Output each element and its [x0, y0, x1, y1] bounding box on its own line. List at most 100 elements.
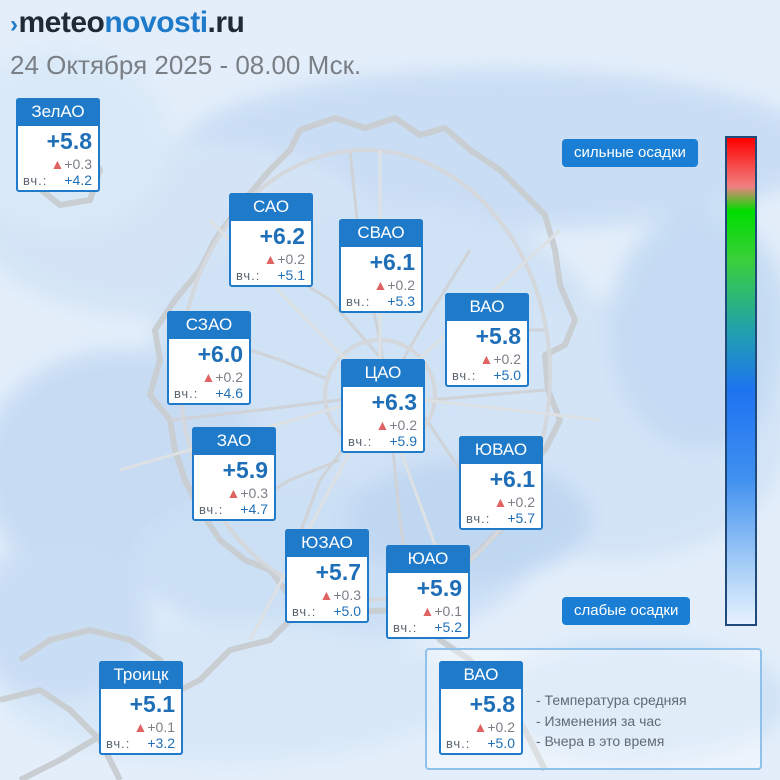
hourly-change: ▲+0.2 [264, 251, 306, 267]
hourly-change: ▲+0.1 [134, 719, 176, 735]
yesterday-value: +4.2 [64, 172, 92, 188]
up-triangle-icon: ▲ [373, 277, 388, 293]
hourly-change-value: +0.1 [434, 603, 462, 619]
district-card-yuzao[interactable]: ЮЗАО +5.7 ▲+0.3 вч.: +5.0 [285, 529, 369, 623]
hourly-change: ▲+0.2 [480, 351, 522, 367]
district-name: ЮВАО [459, 436, 543, 464]
hourly-change-value: +0.1 [147, 719, 175, 735]
district-temperature: +6.1 [489, 466, 535, 492]
hourly-change-value: +0.2 [493, 351, 521, 367]
hourly-change-value: +0.3 [64, 156, 92, 172]
district-card-svao[interactable]: СВАО +6.1 ▲+0.2 вч.: +5.3 [339, 219, 423, 313]
yesterday-label: вч.: [23, 173, 48, 188]
district-card-szao[interactable]: СЗАО +6.0 ▲+0.2 вч.: +4.6 [167, 311, 251, 405]
district-card-sao[interactable]: САО +6.2 ▲+0.2 вч.: +5.1 [229, 193, 313, 287]
yesterday-value: +3.2 [147, 735, 175, 751]
up-triangle-icon: ▲ [420, 603, 435, 619]
yesterday-label: вч.: [106, 736, 131, 751]
legend-line-yesterday: - Вчера в это время [536, 733, 665, 749]
legend-line-temperature: - Температура средняя [536, 692, 687, 708]
yesterday-label: вч.: [446, 736, 471, 751]
logo-text-novosti: novosti [104, 6, 208, 39]
district-temperature: +5.1 [129, 691, 175, 717]
yesterday-label: вч.: [393, 620, 418, 635]
yesterday-value: +5.1 [277, 267, 305, 283]
hourly-change: ▲+0.2 [376, 417, 418, 433]
district-card-zelao[interactable]: ЗелАО +5.8 ▲+0.3 вч.: +4.2 [16, 98, 100, 192]
up-triangle-icon: ▲ [473, 719, 488, 735]
yesterday-label: вч.: [236, 268, 261, 283]
up-triangle-icon: ▲ [375, 417, 390, 433]
legend-sample-name: ВАО [439, 661, 523, 689]
district-card-yuvao[interactable]: ЮВАО +6.1 ▲+0.2 вч.: +5.7 [459, 436, 543, 530]
report-date: 24 Октября 2025 - 08.00 Мск. [10, 50, 362, 80]
hourly-change-value: +0.3 [333, 587, 361, 603]
district-card-vao[interactable]: ВАО +5.8 ▲+0.2 вч.: +5.0 [445, 293, 529, 387]
district-name: ЮЗАО [285, 529, 369, 557]
logo-text-meteo: meteo [18, 6, 105, 39]
district-temperature: +5.9 [416, 575, 462, 601]
yesterday-label: вч.: [174, 386, 199, 401]
up-triangle-icon: ▲ [319, 587, 334, 603]
strong-precipitation-label: сильные осадки [562, 139, 698, 167]
legend-sample-change: ▲+0.2 [474, 719, 516, 735]
district-name: ЗелАО [16, 98, 100, 126]
yesterday-label: вч.: [348, 434, 373, 449]
district-name: ЮАО [386, 545, 470, 573]
legend-sample-change-value: +0.2 [487, 719, 515, 735]
up-triangle-icon: ▲ [133, 719, 148, 735]
weak-precipitation-label: слабые осадки [562, 597, 691, 625]
hourly-change-value: +0.2 [215, 369, 243, 385]
legend-sample-card: ВАО +5.8 ▲+0.2 вч.: +5.0 [439, 661, 523, 755]
yesterday-label: вч.: [292, 604, 317, 619]
district-card-troitsk[interactable]: Троицк +5.1 ▲+0.1 вч.: +3.2 [99, 661, 183, 755]
district-temperature: +6.1 [369, 249, 415, 275]
district-temperature: +5.8 [475, 323, 521, 349]
district-card-zao[interactable]: ЗАО +5.9 ▲+0.3 вч.: +4.7 [192, 427, 276, 521]
district-temperature: +5.9 [222, 457, 268, 483]
hourly-change-value: +0.2 [507, 494, 535, 510]
hourly-change: ▲+0.3 [227, 485, 269, 501]
district-name: СВАО [339, 219, 423, 247]
hourly-change: ▲+0.2 [374, 277, 416, 293]
yesterday-value: +5.0 [487, 735, 515, 751]
logo-text-domain: .ru [207, 6, 245, 39]
hourly-change: ▲+0.3 [320, 587, 362, 603]
hourly-change-value: +0.2 [277, 251, 305, 267]
district-temperature: +6.3 [371, 389, 417, 415]
yesterday-label: вч.: [452, 368, 477, 383]
district-name: САО [229, 193, 313, 221]
yesterday-value: +5.0 [333, 603, 361, 619]
legend-sample-temperature: +5.8 [469, 691, 515, 717]
site-logo[interactable]: ›meteonovosti.ru [10, 4, 245, 44]
up-triangle-icon: ▲ [263, 251, 278, 267]
hourly-change-value: +0.3 [240, 485, 268, 501]
yesterday-value: +4.7 [240, 501, 268, 517]
hourly-change-value: +0.2 [389, 417, 417, 433]
district-temperature: +5.7 [315, 559, 361, 585]
chevron-right-icon: › [10, 11, 18, 38]
yesterday-value: +5.3 [387, 293, 415, 309]
yesterday-label: вч.: [466, 511, 491, 526]
yesterday-label: вч.: [199, 502, 224, 517]
legend-line-hourly-change: - Изменения за час [536, 712, 662, 729]
yesterday-label: вч.: [346, 294, 371, 309]
up-triangle-icon: ▲ [226, 485, 241, 501]
yesterday-value: +5.0 [493, 367, 521, 383]
yesterday-value: +5.7 [507, 510, 535, 526]
district-card-yuao[interactable]: ЮАО +5.9 ▲+0.1 вч.: +5.2 [386, 545, 470, 639]
hourly-change: ▲+0.2 [202, 369, 244, 385]
district-name: Троицк [99, 661, 183, 689]
yesterday-value: +5.2 [434, 619, 462, 635]
hourly-change: ▲+0.1 [421, 603, 463, 619]
yesterday-value: +4.6 [215, 385, 243, 401]
district-card-cao[interactable]: ЦАО +6.3 ▲+0.2 вч.: +5.9 [341, 359, 425, 453]
district-temperature: +6.2 [259, 223, 305, 249]
district-name: ЦАО [341, 359, 425, 387]
up-triangle-icon: ▲ [493, 494, 508, 510]
hourly-change: ▲+0.3 [51, 156, 93, 172]
hourly-change-value: +0.2 [387, 277, 415, 293]
yesterday-value: +5.9 [389, 433, 417, 449]
up-triangle-icon: ▲ [50, 156, 65, 172]
district-name: СЗАО [167, 311, 251, 339]
